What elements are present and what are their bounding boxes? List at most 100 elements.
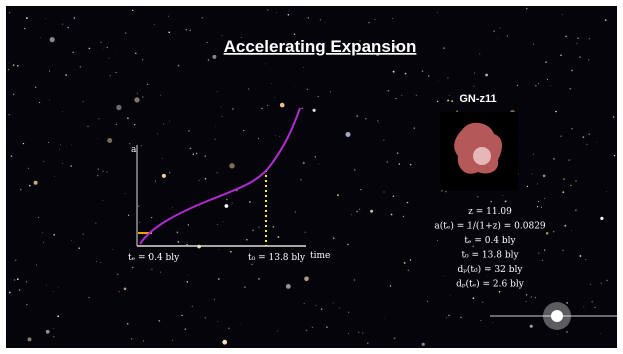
star bbox=[217, 278, 220, 280]
star bbox=[74, 69, 75, 71]
star bbox=[168, 15, 169, 17]
star bbox=[586, 143, 588, 145]
star bbox=[553, 158, 555, 160]
star bbox=[477, 196, 479, 198]
star bbox=[58, 286, 59, 288]
star bbox=[8, 291, 11, 294]
star bbox=[221, 116, 223, 117]
star bbox=[315, 305, 317, 306]
star bbox=[134, 97, 140, 103]
star bbox=[389, 285, 392, 287]
star bbox=[98, 118, 100, 120]
star bbox=[187, 274, 189, 276]
star bbox=[26, 303, 28, 306]
star bbox=[476, 267, 478, 269]
star bbox=[402, 215, 405, 218]
star bbox=[97, 175, 99, 177]
star bbox=[216, 223, 218, 225]
star bbox=[169, 172, 171, 174]
star bbox=[547, 79, 548, 81]
star bbox=[274, 96, 276, 98]
star bbox=[246, 239, 248, 241]
scale-factor-curve bbox=[139, 107, 301, 245]
fact: tₑ = 0.4 bly bbox=[464, 236, 516, 246]
star bbox=[49, 70, 50, 72]
star bbox=[413, 127, 415, 129]
star bbox=[326, 326, 328, 329]
star bbox=[222, 339, 228, 345]
star bbox=[57, 315, 60, 318]
star bbox=[549, 85, 551, 86]
star bbox=[606, 191, 607, 192]
star bbox=[383, 191, 385, 193]
star bbox=[221, 35, 223, 36]
star bbox=[244, 286, 246, 288]
star bbox=[65, 74, 67, 76]
fact: dₚ(t₀) = 32 bly bbox=[458, 264, 524, 275]
star bbox=[535, 84, 537, 87]
star bbox=[436, 240, 438, 241]
star bbox=[582, 136, 585, 139]
star bbox=[124, 32, 127, 34]
star bbox=[307, 46, 309, 48]
star bbox=[562, 14, 564, 15]
star bbox=[579, 56, 581, 58]
star bbox=[570, 184, 572, 187]
star bbox=[277, 236, 280, 238]
star bbox=[265, 63, 266, 65]
fact: t₀ = 13.8 bly bbox=[461, 251, 519, 261]
star bbox=[204, 177, 207, 180]
star bbox=[447, 77, 449, 79]
star bbox=[376, 52, 380, 57]
star bbox=[276, 12, 277, 13]
star bbox=[564, 224, 567, 227]
star bbox=[356, 210, 358, 213]
star bbox=[136, 92, 138, 94]
star bbox=[222, 221, 224, 222]
star bbox=[386, 161, 389, 163]
star bbox=[240, 323, 242, 325]
star bbox=[102, 199, 104, 201]
star bbox=[467, 227, 469, 229]
star bbox=[437, 80, 439, 81]
star bbox=[158, 320, 161, 322]
fact-list: z = 11.09 a(tₑ) = 1/(1+z) = 0.0829 tₑ = 0.… bbox=[434, 207, 546, 290]
star bbox=[333, 237, 335, 239]
star bbox=[312, 108, 316, 112]
star bbox=[228, 327, 230, 330]
star bbox=[108, 57, 110, 59]
star bbox=[169, 120, 170, 122]
star bbox=[107, 138, 113, 143]
star bbox=[155, 180, 156, 182]
star bbox=[347, 332, 349, 334]
star bbox=[191, 305, 193, 308]
star bbox=[134, 124, 136, 126]
star bbox=[337, 194, 339, 197]
star bbox=[536, 183, 538, 185]
star bbox=[148, 255, 150, 257]
star bbox=[82, 101, 84, 103]
star bbox=[395, 98, 397, 100]
star bbox=[151, 217, 153, 219]
star bbox=[100, 41, 102, 43]
star bbox=[157, 133, 158, 135]
star bbox=[285, 284, 291, 289]
star bbox=[135, 52, 137, 54]
star bbox=[70, 165, 72, 167]
star bbox=[426, 300, 428, 302]
star bbox=[123, 287, 127, 291]
star bbox=[8, 62, 10, 64]
star bbox=[258, 278, 260, 280]
star bbox=[116, 273, 119, 276]
title: Accelerating Expansion bbox=[224, 37, 417, 56]
star bbox=[154, 24, 155, 25]
star bbox=[213, 298, 215, 301]
star bbox=[54, 176, 55, 177]
star bbox=[13, 279, 16, 281]
star bbox=[577, 37, 579, 39]
star bbox=[384, 317, 385, 319]
star bbox=[560, 54, 562, 56]
star bbox=[531, 173, 533, 175]
star bbox=[392, 195, 395, 197]
star bbox=[8, 114, 10, 116]
